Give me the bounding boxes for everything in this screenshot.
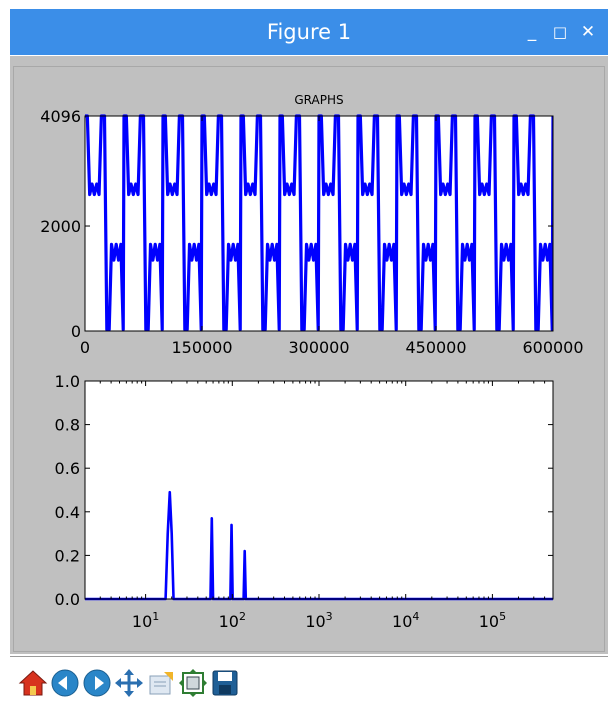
window-title: Figure 1 — [266, 20, 352, 44]
figure-frame — [13, 66, 605, 652]
bottom-y-tick-label: 0.0 — [55, 590, 80, 609]
bottom-plot-area — [85, 381, 553, 599]
top-y-tick-label: 4096 — [40, 107, 81, 126]
bottom-series-line — [85, 490, 553, 601]
back-button[interactable] — [49, 667, 81, 699]
top-x-tick-label: 0 — [80, 338, 90, 357]
arrow-right-icon — [83, 669, 111, 697]
top-x-tick-label: 150000 — [171, 338, 232, 357]
bottom-x-tick-label: 104 — [392, 610, 419, 631]
top-y-tick-label: 0 — [71, 322, 81, 341]
close-button[interactable]: ✕ — [580, 22, 596, 42]
navigation-toolbar — [10, 656, 608, 707]
bottom-y-tick-label: 0.4 — [55, 503, 80, 522]
arrow-left-icon — [51, 669, 79, 697]
configure-subplots-icon — [179, 669, 207, 697]
home-button[interactable] — [17, 667, 49, 699]
subplots-button[interactable] — [177, 667, 209, 699]
bottom-y-tick-label: 0.8 — [55, 416, 80, 435]
bottom-x-tick-label: 102 — [219, 610, 246, 631]
save-button[interactable] — [209, 667, 241, 699]
zoom-rect-icon — [149, 672, 173, 695]
bottom-y-tick-label: 0.6 — [55, 459, 80, 478]
bottom-x-tick-label: 105 — [479, 610, 506, 631]
minimize-button[interactable]: _ — [527, 22, 537, 42]
bottom-y-tick-label: 1.0 — [55, 372, 80, 391]
top-x-tick-label: 600000 — [522, 338, 583, 357]
move-icon — [115, 669, 143, 697]
pan-button[interactable] — [113, 667, 145, 699]
zoom-button[interactable] — [145, 667, 177, 699]
top-y-tick-label: 2000 — [40, 217, 81, 236]
bottom-y-tick-label: 0.2 — [55, 546, 80, 565]
bottom-x-tick-label: 103 — [305, 610, 332, 631]
maximize-button[interactable]: □ — [552, 23, 568, 41]
top-chart-title: GRAPHS — [294, 93, 343, 107]
window-titlebar: Figure 1 _ □ ✕ — [10, 9, 608, 55]
home-icon — [18, 670, 48, 696]
forward-button[interactable] — [81, 667, 113, 699]
top-x-tick-label: 300000 — [288, 338, 349, 357]
save-icon — [212, 670, 238, 696]
bottom-x-tick-label: 101 — [132, 610, 159, 631]
top-x-tick-label: 450000 — [405, 338, 466, 357]
